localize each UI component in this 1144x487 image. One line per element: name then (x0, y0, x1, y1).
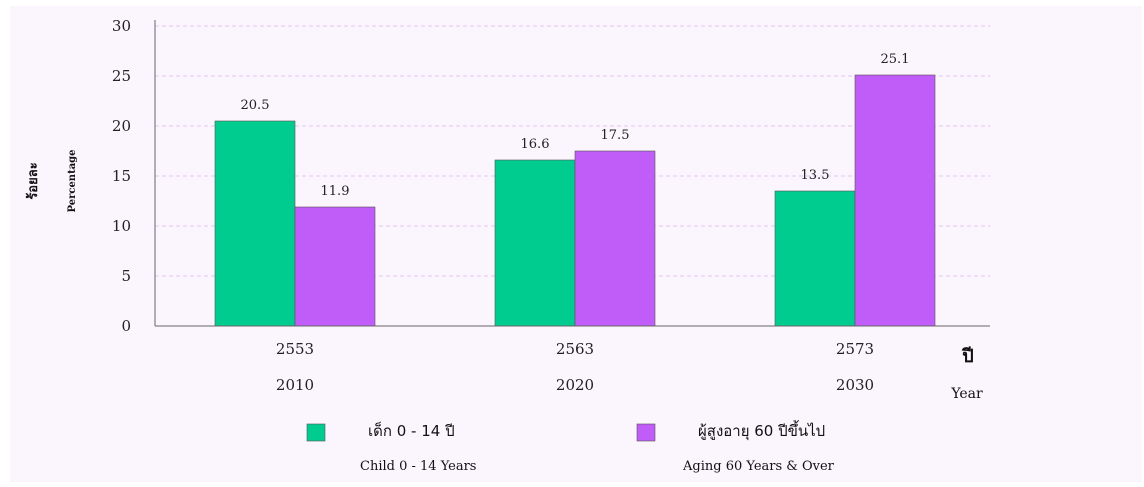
x-tick-label: 2573 (836, 340, 874, 358)
chart-frame: 0 5 10 15 20 25 30 2553 2010 2563 2020 2573 2030 20.… (10, 6, 1142, 482)
legend-label: ผู้สูงอายุ 60 ปีขึ้นไป (698, 420, 825, 441)
labels: 20.5 11.9 16.6 17.5 13.5 25.1 ร้อยละ Percentage… (25, 52, 983, 402)
axes: 0 5 10 15 20 25 30 2553 2010 2563 2020 2573 2030 (112, 17, 990, 394)
data-label: 20.5 (241, 98, 270, 113)
x-axis-title: ปี (961, 346, 974, 367)
bar (294, 206, 376, 327)
legend-swatch (636, 423, 656, 442)
x-tick-label-secondary: 2020 (556, 376, 594, 394)
y-axis-title: ร้อยละ (25, 162, 41, 199)
legend-label-secondary: Aging 60 Years & Over (682, 459, 835, 474)
x-tick-label: 2553 (276, 340, 314, 358)
bar-chart: 0 5 10 15 20 25 30 2553 2010 2563 2020 2573 2030 20.… (25, 17, 990, 474)
data-label: 11.9 (321, 184, 350, 199)
bar (854, 74, 936, 327)
data-label: 17.5 (601, 128, 630, 143)
legend-label-secondary: Child 0 - 14 Years (360, 459, 476, 474)
legend-label: เด็ก 0 - 14 ปี (368, 421, 455, 440)
y-tick-label: 20 (112, 117, 131, 135)
y-tick-label: 10 (112, 217, 131, 235)
y-tick-label: 0 (121, 317, 131, 335)
bar (214, 120, 296, 327)
data-label: 16.6 (521, 137, 550, 152)
x-tick-label-secondary: 2030 (836, 376, 874, 394)
bar (774, 190, 856, 327)
y-tick-label: 15 (112, 167, 131, 185)
y-tick-label: 25 (112, 67, 131, 85)
y-tick-label: 5 (121, 267, 131, 285)
y-tick-label: 30 (112, 17, 131, 35)
x-tick-label-secondary: 2010 (276, 376, 314, 394)
bar (574, 150, 656, 327)
legend: เด็ก 0 - 14 ปี Child 0 - 14 Years ผู้สูงอา… (306, 420, 835, 474)
bar (494, 159, 576, 327)
data-label: 25.1 (881, 52, 910, 67)
data-label: 13.5 (801, 168, 830, 183)
x-axis-title-secondary: Year (950, 386, 983, 402)
x-tick-label: 2563 (556, 340, 594, 358)
legend-swatch (306, 423, 326, 442)
bars (214, 74, 936, 327)
y-axis-title-secondary: Percentage (67, 149, 78, 212)
